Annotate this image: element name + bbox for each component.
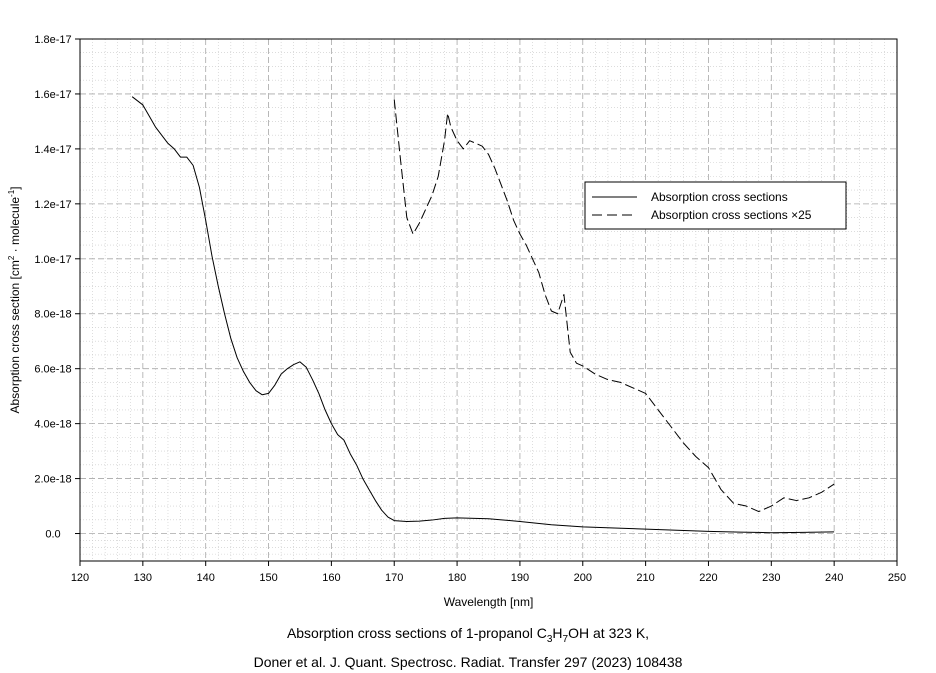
grid-minor [80,38,897,561]
x-axis-ticks: 120 130 140 150 160 170 180 190 200 210 220 230 240 2… [71,561,906,584]
x-tick-label: 180 [448,572,466,584]
x-axis-label: Wavelength [nm] [444,595,534,609]
y-tick-label: 1.4e-17 [34,144,71,156]
legend-label-1: Absorption cross sections ×25 [651,208,812,222]
y-tick-label: 1.0e-17 [34,254,71,266]
figure-caption: Absorption cross sections of 1-propanol … [0,622,936,673]
x-tick-label: 230 [762,572,780,584]
x-tick-label: 190 [511,572,529,584]
x-tick-label: 170 [385,572,403,584]
y-tick-label: 8.0e-18 [34,309,71,321]
x-tick-label: 240 [825,572,843,584]
y-tick-label: 1.6e-17 [34,89,71,101]
x-tick-label: 130 [134,572,152,584]
legend-box [584,181,847,230]
chart: 120 130 140 150 160 170 180 190 200 210 220 230 240 2… [7,34,906,609]
y-tick-label: 4.0e-18 [34,419,71,431]
y-tick-label: 0.0 [45,529,60,541]
x-tick-label: 140 [197,572,215,584]
y-tick-label: 6.0e-18 [34,364,71,376]
x-tick-label: 120 [71,572,89,584]
caption-line-2: Doner et al. J. Quant. Spectrosc. Radiat… [253,653,683,670]
caption-line-1: Absorption cross sections of 1-propanol … [286,625,650,645]
x-tick-label: 210 [636,572,654,584]
series-line-0 [131,96,835,534]
x-tick-label: 220 [699,572,717,584]
legend: Absorption cross sections Absorption cro… [584,181,847,230]
y-axis-label: Absorption cross section [cm2 · molecule… [7,186,22,413]
y-tick-label: 1.2e-17 [34,199,71,211]
x-tick-label: 200 [574,572,592,584]
x-tick-label: 250 [888,572,906,584]
y-axis-ticks: 0.0 2.0e-18 4.0e-18 6.0e-18 8.0e-18 1.0e-17 1.… [34,34,80,541]
series-layer [131,96,835,534]
series-line-1 [393,99,835,513]
y-tick-label: 1.8e-17 [34,34,71,46]
x-tick-label: 150 [259,572,277,584]
legend-label-0: Absorption cross sections [651,190,788,204]
x-tick-label: 160 [322,572,340,584]
y-tick-label: 2.0e-18 [34,474,71,486]
plot-frame [79,38,898,562]
grid-major [79,38,898,561]
